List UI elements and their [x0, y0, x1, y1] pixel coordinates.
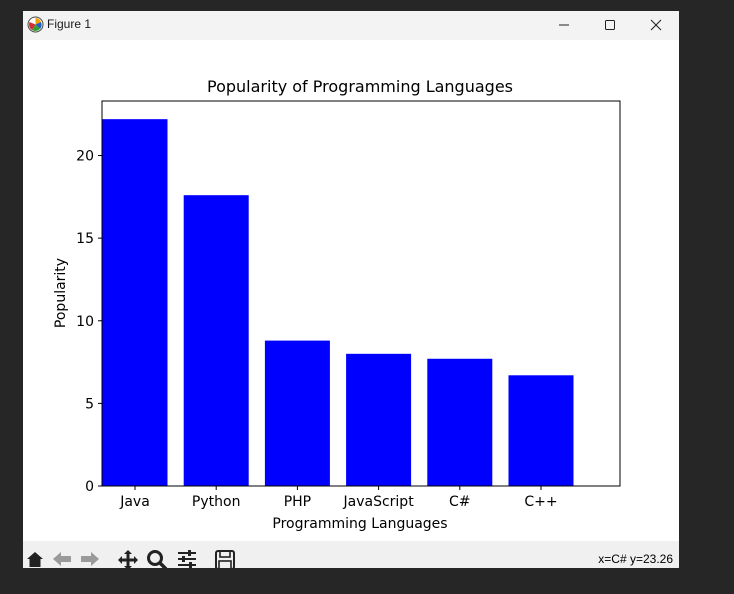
figure-window: Figure 1 Popularity of Programming Langu… [23, 11, 679, 568]
minimize-icon [559, 24, 569, 26]
bar-java [102, 119, 168, 486]
maximize-button[interactable] [587, 11, 633, 40]
save-icon[interactable] [214, 549, 236, 568]
forward-arrow-icon[interactable] [79, 549, 101, 568]
y-tick-label: 10 [76, 314, 94, 330]
navigation-toolbar: x=C# y=23.26 [23, 541, 679, 568]
close-button[interactable] [633, 11, 679, 40]
x-axis-label: Programming Languages [272, 516, 447, 532]
bar-javascript [346, 353, 412, 486]
y-tick-label: 5 [85, 396, 94, 412]
bar-python [183, 195, 249, 486]
x-tick-label: C# [449, 494, 471, 510]
figure-canvas[interactable]: Popularity of Programming Languages 0 5 10… [23, 40, 679, 541]
bars-group [102, 119, 574, 486]
y-axis: 0 5 10 15 20 [76, 149, 102, 495]
cursor-coordinates: x=C# y=23.26 [598, 552, 673, 566]
close-icon [650, 19, 662, 31]
x-tick-label: PHP [284, 494, 311, 510]
home-icon[interactable] [25, 549, 45, 568]
y-tick-label: 15 [76, 231, 94, 247]
bar-c- [508, 375, 574, 486]
chart-title: Popularity of Programming Languages [207, 77, 513, 96]
y-tick-label: 0 [85, 479, 94, 495]
bar-php [264, 340, 330, 486]
x-tick-label: Python [192, 494, 241, 510]
title-bar[interactable]: Figure 1 [23, 11, 679, 40]
configure-subplots-icon[interactable] [176, 549, 198, 568]
matplotlib-logo-icon [27, 16, 44, 33]
y-tick-label: 20 [76, 149, 94, 165]
minimize-button[interactable] [541, 11, 587, 40]
x-tick-label: Java [119, 494, 150, 510]
zoom-icon[interactable] [146, 549, 168, 568]
x-tick-label: C++ [524, 494, 557, 510]
x-axis: Java Python PHP JavaScript C# C++ [119, 486, 558, 510]
pan-icon[interactable] [116, 549, 140, 568]
x-tick-label: JavaScript [343, 494, 415, 510]
y-axis-label: Popularity [53, 258, 69, 328]
back-arrow-icon[interactable] [51, 549, 73, 568]
bar-chart: Popularity of Programming Languages 0 5 10… [53, 77, 621, 532]
window-title: Figure 1 [47, 17, 92, 31]
bar-c- [427, 358, 493, 486]
plot-frame [101, 100, 621, 487]
maximize-icon [605, 20, 615, 30]
